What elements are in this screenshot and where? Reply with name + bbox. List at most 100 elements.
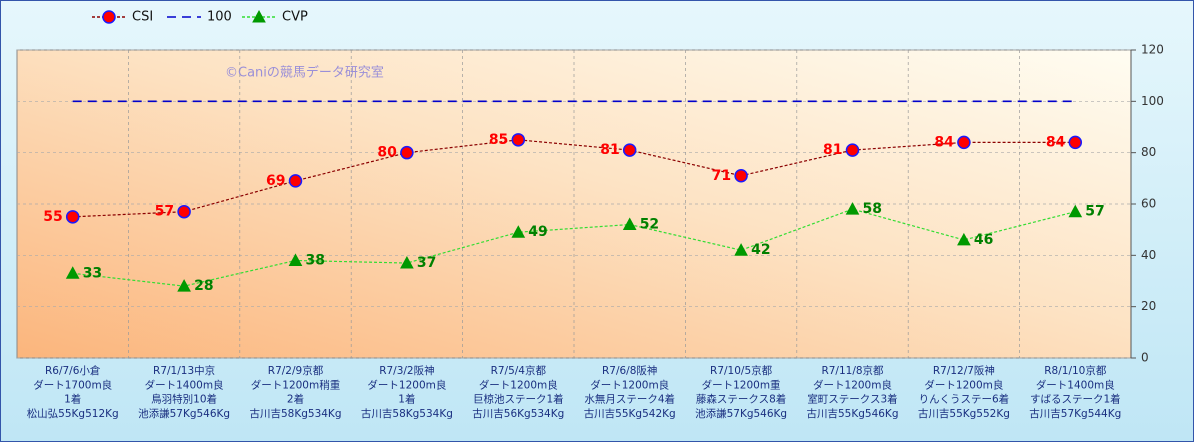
x-tick-line: 池添謙57Kg546Kg [695,407,787,420]
data-label: 69 [266,173,285,189]
x-tick-line: R7/2/9京都 [268,364,324,377]
x-tick-line: ダート1200m良 [479,378,558,391]
data-label: 80 [377,145,397,161]
y-tick-label: 120 [1141,43,1164,57]
x-tick-label: R7/5/4京都ダート1200m良巨椋池ステーク1着古川吉56Kg534Kg [472,364,564,420]
marker [511,225,526,238]
marker [400,255,414,269]
x-tick-line: 1着 [398,393,415,406]
x-tick-line: ダート1200m良 [367,378,446,391]
marker [288,253,303,266]
data-label: 84 [934,134,954,150]
data-label: 85 [489,132,508,148]
data-label: 81 [600,142,619,158]
x-tick-line: 池添謙57Kg546Kg [138,407,230,420]
x-tick-line: ダート1200m良 [590,378,669,391]
legend-label: CSI [132,10,153,25]
marker [1068,204,1083,218]
x-tick-line: 古川吉55Kg552Kg [918,407,1010,420]
marker [957,232,971,246]
x-tick-line: 室町ステークス3着 [807,393,897,406]
x-tick-line: ダート1200m重 [702,378,781,391]
x-tick-line: 藤森ステークス8着 [696,393,786,406]
marker [177,279,191,292]
marker [1068,135,1083,150]
x-tick-line: 古川吉57Kg544Kg [1029,407,1121,420]
marker [511,133,526,147]
y-tick-label: 20 [1141,299,1156,313]
data-label: 42 [751,242,770,258]
x-tick-line: R7/5/4京都 [491,364,547,377]
marker [957,135,971,150]
marker [65,266,80,279]
series-line [72,139,1076,218]
x-tick-line: 巨椋池ステーク1着 [473,393,564,406]
x-tick-label: R7/11/8京都ダート1200m良室町ステークス3着古川吉55Kg546Kg [806,364,898,420]
marker [400,145,414,160]
data-label: 55 [43,209,62,225]
marker [622,143,637,157]
x-tick-line: ダート1200m稍重 [251,378,340,391]
data-label: 33 [83,265,102,281]
x-tick-label: R6/7/6小倉ダート1700m良 1着松山弘55Kg512Kg [27,364,119,420]
x-tick-line: 古川吉55Kg542Kg [584,407,676,420]
data-label: 46 [974,232,993,248]
x-tick-line: 1着 [64,393,81,406]
x-tick-line: R7/11/8京都 [821,364,884,377]
marker [288,174,303,188]
marker [845,143,860,157]
x-tick-line: 松山弘55Kg512Kg [27,407,119,420]
x-tick-label: R7/3/2阪神ダート1200m良 1着古川吉58Kg534Kg [361,364,453,420]
series-line [72,208,1076,287]
data-label: 57 [155,204,174,220]
x-tick-label: R7/10/5京都ダート1200m重藤森ステークス8着池添謙57Kg546Kg [695,364,787,420]
x-tick-line: 古川吉58Kg534Kg [249,407,341,420]
legend-label: 100 [207,10,232,25]
plot-area [16,49,1132,359]
x-tick-line: R7/10/5京都 [710,364,773,377]
data-label: 57 [1085,204,1104,220]
marker [177,204,191,219]
x-tick-line: りんくうステー6着 [919,393,1009,406]
x-tick-line: 古川吉55Kg546Kg [806,407,898,420]
x-tick-line: 古川吉58Kg534Kg [361,407,453,420]
x-tick-line: すばるステーク1着 [1030,393,1121,406]
data-label: 28 [194,278,213,294]
y-tick-label: 100 [1141,94,1164,108]
x-tick-label: R7/6/8阪神ダート1200m良水無月ステーク4着古川吉55Kg542Kg [584,364,676,420]
legend-marker [252,9,266,23]
marker [622,217,637,231]
legend-marker [102,10,116,24]
x-tick-label: R7/1/13中京ダート1400m良鳥羽特別10着池添謙57Kg546Kg [138,364,230,420]
x-tick-line: R8/1/10京都 [1044,364,1107,377]
y-tick-label: 60 [1141,197,1156,211]
x-tick-line: R7/12/7阪神 [933,364,995,377]
x-tick-line: ダート1400m良 [145,378,224,391]
x-tick-line: ダート1200m良 [924,378,1003,391]
data-label: 58 [863,201,882,217]
marker [734,169,748,183]
x-tick-line: 水無月ステーク4着 [584,393,675,406]
y-tick-label: 40 [1141,248,1156,262]
x-tick-line: ダート1700m良 [33,378,112,391]
data-label: 49 [528,224,547,240]
x-tick-line: 古川吉56Kg534Kg [472,407,564,420]
data-label: 37 [417,255,436,271]
data-label: 52 [640,217,659,233]
x-tick-line: R7/1/13中京 [153,364,215,377]
x-tick-line: R7/3/2阪神 [379,364,434,377]
x-tick-line: 鳥羽特別10着 [151,393,217,406]
x-tick-label: R7/12/7阪神ダート1200m良りんくうステー6着古川吉55Kg552Kg [918,364,1010,420]
x-tick-label: R7/2/9京都ダート1200m稍重 2着古川吉58Kg534Kg [249,364,341,420]
x-tick-label: R8/1/10京都ダート1400m良すばるステーク1着古川吉57Kg544Kg [1029,364,1121,420]
data-label: 81 [823,142,842,158]
x-tick-line: 2着 [287,393,304,406]
marker [845,202,860,215]
data-label: 71 [712,168,731,184]
y-tick-label: 0 [1141,351,1149,365]
x-tick-line: ダート1200m良 [813,378,892,391]
data-label: 38 [306,252,325,268]
marker [65,210,80,224]
marker [734,243,748,256]
